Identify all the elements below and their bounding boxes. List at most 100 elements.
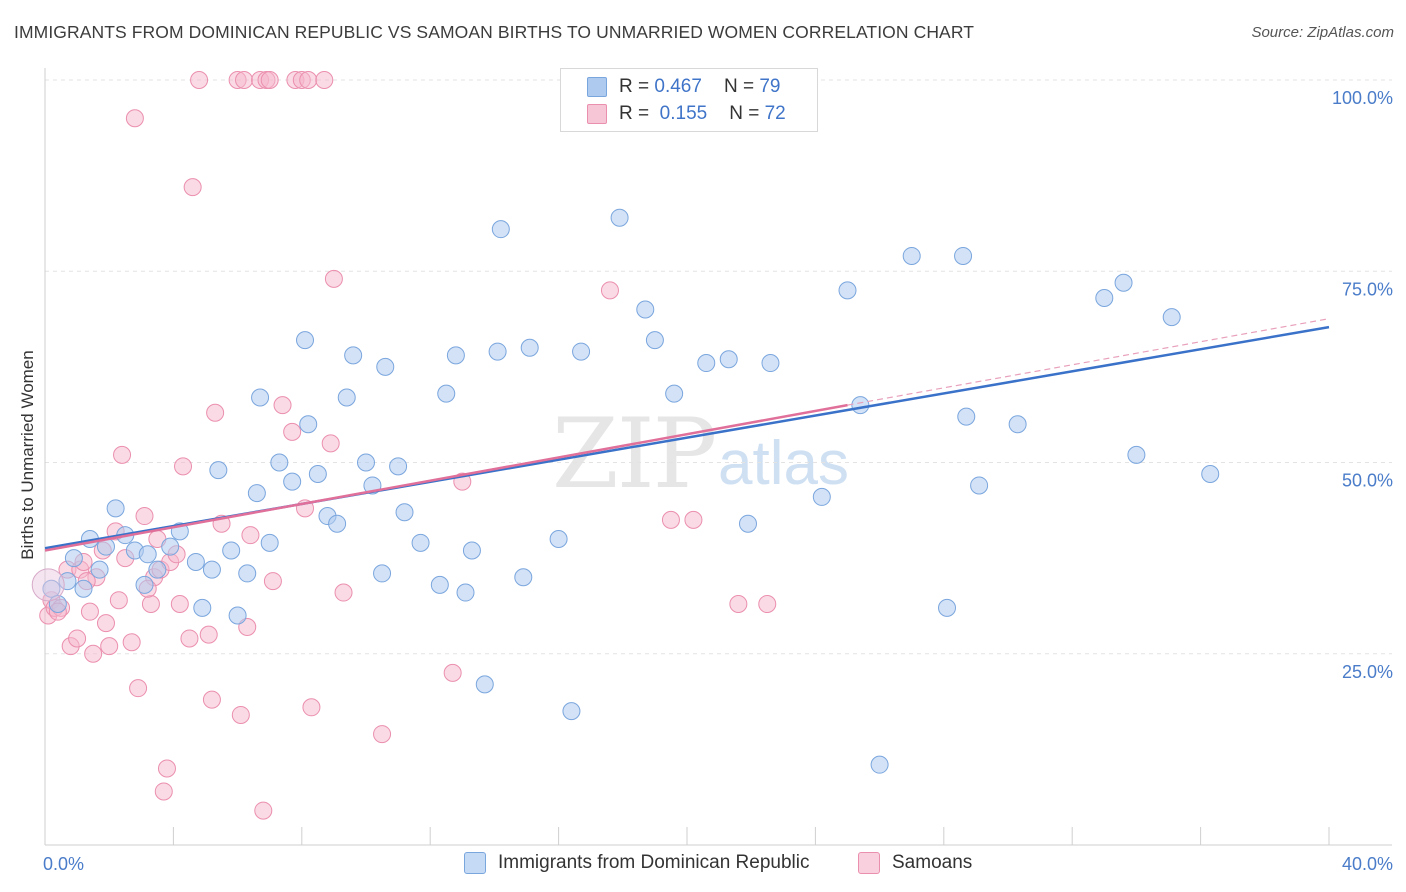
samoans-point <box>238 617 257 636</box>
dominican-point <box>299 415 318 434</box>
dominican-point <box>376 357 395 376</box>
samoans-point <box>141 595 160 614</box>
y-tick-label: 50.0% <box>1342 471 1393 491</box>
dominican-point <box>665 384 684 403</box>
dominican-point <box>491 220 510 239</box>
x-tick-label-max: 40.0% <box>1342 854 1393 874</box>
dominican-point <box>260 533 279 552</box>
samoans-point <box>661 510 680 529</box>
samoans-point <box>235 71 254 89</box>
dominican-point <box>337 388 356 407</box>
samoans-point <box>273 396 292 415</box>
legend-r-label: R = <box>619 103 650 124</box>
samoans-point <box>241 526 260 545</box>
legend-row-pink: R = 0.155 N = 72 <box>587 102 786 126</box>
legend-n-value-pink: 72 <box>764 103 786 124</box>
dominican-point <box>357 453 375 472</box>
dominican-point <box>549 530 568 548</box>
legend-n-label: N = <box>723 76 755 97</box>
series-label-pink: Samoans <box>892 852 973 873</box>
samoans-points <box>39 71 777 820</box>
samoans-point <box>125 109 144 128</box>
series-legend-pink[interactable]: Samoans <box>858 852 972 874</box>
dominican-point <box>283 472 302 491</box>
dominican-point <box>138 545 157 564</box>
legend-r-value-blue: 0.467 <box>654 76 702 97</box>
dominican-point <box>135 575 154 594</box>
dominican-point <box>411 533 430 552</box>
trend-lines <box>44 318 1330 552</box>
dominican-point <box>738 514 757 533</box>
dominican-point <box>446 346 465 365</box>
samoans-point <box>122 633 141 652</box>
dominican-point <box>1201 464 1220 483</box>
dominican-point <box>719 350 738 369</box>
chart-title: IMMIGRANTS FROM DOMINICAN REPUBLIC VS SA… <box>14 22 975 42</box>
samoans-point <box>254 801 273 820</box>
samoans-point <box>334 583 353 602</box>
dominican-point <box>957 407 976 426</box>
dominican-point <box>328 514 347 533</box>
dominican-point <box>838 281 857 300</box>
dominican-point <box>228 606 247 625</box>
dominican-point <box>209 461 228 480</box>
samoans-point <box>321 434 340 453</box>
dominican-point <box>202 560 221 579</box>
samoans-point <box>129 679 148 698</box>
dominican-point <box>870 755 889 774</box>
tick-labels: 100.0% 75.0% 50.0% 25.0% 0.0% 40.0% <box>43 88 1393 874</box>
samoans-point <box>157 759 176 778</box>
dominican-point <box>520 338 539 357</box>
dominican-point <box>344 346 363 365</box>
samoans-point <box>260 71 279 89</box>
y-tick-label: 100.0% <box>1332 88 1393 108</box>
samoans-point <box>373 725 392 744</box>
legend-n-label: N = <box>729 103 760 124</box>
samoans-point <box>190 71 209 89</box>
samoans-point <box>199 625 218 644</box>
samoans-point <box>180 629 199 648</box>
dominican-point <box>270 453 289 472</box>
samoans-point <box>324 269 343 288</box>
dominican-point <box>851 396 870 415</box>
dominican-point <box>456 583 475 602</box>
dominican-point <box>430 575 449 594</box>
samoans-point <box>109 591 128 610</box>
samoans-point <box>113 445 132 464</box>
samoans-point <box>68 629 87 648</box>
dominican-point <box>636 300 655 319</box>
dominican-point <box>488 342 507 361</box>
samoans-point <box>100 637 119 656</box>
samoans-point <box>231 705 250 724</box>
dominican-point <box>373 564 392 583</box>
dominican-point <box>296 331 315 350</box>
dominican-point <box>645 331 664 350</box>
samoans-point <box>202 690 221 709</box>
series-label-blue: Immigrants from Dominican Republic <box>498 852 810 873</box>
legend-swatch-blue <box>587 77 607 97</box>
series-legend-blue[interactable]: Immigrants from Dominican Republic <box>464 852 810 874</box>
dominican-point <box>58 572 77 591</box>
dominican-point <box>238 564 257 583</box>
dominican-point <box>938 598 957 617</box>
samoans-point <box>600 281 619 300</box>
samoans-trend-line <box>44 403 848 552</box>
dominican-points <box>31 208 1220 774</box>
samoans-point <box>170 595 189 614</box>
samoans-point <box>263 572 282 591</box>
legend-r-value-pink: 0.155 <box>659 103 708 124</box>
dominican-point <box>1095 289 1114 308</box>
samoans-point <box>299 71 318 89</box>
samoans-point <box>154 782 173 801</box>
samoans-point <box>80 602 99 621</box>
samoans-point <box>96 614 115 633</box>
x-tick-label-min: 0.0% <box>43 854 84 874</box>
series-legend: Immigrants from Dominican Republic Samoa… <box>0 852 1406 876</box>
dominican-point <box>106 499 125 518</box>
dominican-point <box>475 675 494 694</box>
dominican-point <box>697 354 716 373</box>
dominican-point <box>247 484 266 503</box>
samoans-point <box>758 595 777 614</box>
samoans-point <box>729 595 748 614</box>
dominican-point <box>437 384 456 403</box>
